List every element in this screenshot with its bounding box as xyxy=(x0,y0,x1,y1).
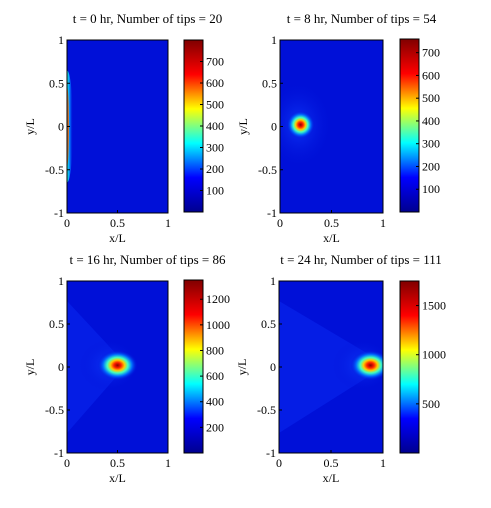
colorbar-tick-label: 200 xyxy=(422,159,440,173)
y-tick-label: -0.5 xyxy=(258,163,277,177)
y-tick-label: 1 xyxy=(58,274,64,288)
heatmap-panel-1: t = 0 hr, Number of tips = 20 1 0.5 0 -0.5 -1… xyxy=(23,11,224,245)
colorbar-tick-label: 200 xyxy=(206,162,224,176)
colorbar-tick-label: 500 xyxy=(422,397,440,411)
y-tick-label: 1 xyxy=(58,33,64,47)
y-tick-label: -1 xyxy=(267,206,277,220)
y-tick-label: 0 xyxy=(58,360,64,374)
y-tick-label: -0.5 xyxy=(45,403,64,417)
intensity-field xyxy=(280,80,333,169)
colorbar-tick-label: 700 xyxy=(422,46,440,60)
colorbar-tick-label: 600 xyxy=(206,369,224,383)
y-tick-label: 1 xyxy=(270,274,276,288)
x-tick-label: 1 xyxy=(165,456,171,470)
y-tick-label: 0 xyxy=(270,360,276,374)
y-axis-label: y/L xyxy=(235,359,249,376)
intensity-field xyxy=(67,301,140,433)
colorbar xyxy=(183,279,204,454)
x-tick-label: 1 xyxy=(380,456,386,470)
intensity-field xyxy=(279,301,383,433)
colorbar-tick-label: 200 xyxy=(206,420,224,434)
chart-title: t = 0 hr, Number of tips = 20 xyxy=(73,11,223,26)
x-axis-label: x/L xyxy=(323,471,340,485)
colorbar-tick-label: 400 xyxy=(206,395,224,409)
y-tick-label: -0.5 xyxy=(45,163,64,177)
y-tick-label: 0 xyxy=(58,120,64,134)
x-tick-label: 1 xyxy=(165,216,171,230)
colorbar-tick-label: 1000 xyxy=(422,348,446,362)
x-tick-label: 0.5 xyxy=(324,216,339,230)
x-tick-label: 0 xyxy=(64,216,70,230)
colorbar-tick-label: 100 xyxy=(422,182,440,196)
colorbar-tick-label: 1500 xyxy=(422,299,446,313)
colorbar-tick-label: 600 xyxy=(422,68,440,82)
x-tick-label: 0.5 xyxy=(110,216,125,230)
y-tick-label: 0.5 xyxy=(49,76,64,90)
x-tick-label: 0.5 xyxy=(110,456,125,470)
heatmap-panel-3: t = 16 hr, Number of tips = 86 1 0.5 0 -0.5 -… xyxy=(23,252,230,485)
colorbar-tick-label: 800 xyxy=(206,343,224,357)
y-tick-label: -1 xyxy=(266,446,276,460)
colorbar-tick-label: 400 xyxy=(206,119,224,133)
heatmap-panel-2: t = 8 hr, Number of tips = 54 1 0.5 0 -0.5 -1… xyxy=(236,11,440,245)
colorbar-tick-label: 600 xyxy=(206,76,224,90)
y-axis-label: y/L xyxy=(23,359,37,376)
colorbar-tick-label: 500 xyxy=(206,98,224,112)
x-tick-label: 0 xyxy=(64,456,70,470)
density-peak xyxy=(350,350,383,381)
y-axis-label: y/L xyxy=(23,118,37,135)
x-axis-label: x/L xyxy=(323,231,340,245)
x-tick-label: 1 xyxy=(380,216,386,230)
colorbar-tick-label: 400 xyxy=(422,114,440,128)
y-tick-label: 1 xyxy=(271,33,277,47)
density-peak xyxy=(97,350,138,381)
x-tick-label: 0 xyxy=(276,456,282,470)
y-tick-label: 0.5 xyxy=(262,76,277,90)
x-axis-label: x/L xyxy=(109,471,126,485)
colorbar xyxy=(399,280,420,454)
y-tick-label: 0.5 xyxy=(49,317,64,331)
y-tick-label: -1 xyxy=(54,446,64,460)
y-axis-label: y/L xyxy=(236,118,250,135)
colorbar-tick-label: 500 xyxy=(422,91,440,105)
density-trail xyxy=(279,301,371,433)
density-peak xyxy=(286,110,315,139)
x-tick-label: 0.5 xyxy=(324,456,339,470)
colorbar-tick-label: 1000 xyxy=(206,318,230,332)
y-tick-label: 0.5 xyxy=(261,317,276,331)
chart-title: t = 24 hr, Number of tips = 111 xyxy=(280,252,442,267)
colorbar-tick-label: 1200 xyxy=(206,292,230,306)
heatmap-panel-4: t = 24 hr, Number of tips = 111 1 0.5 0 -0.5… xyxy=(235,252,446,485)
plot-area xyxy=(67,40,168,213)
x-tick-label: 0 xyxy=(277,216,283,230)
chart-title: t = 8 hr, Number of tips = 54 xyxy=(287,11,437,26)
y-tick-label: 0 xyxy=(271,120,277,134)
colorbar-tick-label: 300 xyxy=(422,137,440,151)
colorbar xyxy=(399,38,420,213)
y-tick-label: -1 xyxy=(54,206,64,220)
y-tick-label: -0.5 xyxy=(257,403,276,417)
colorbar-tick-label: 100 xyxy=(206,184,224,198)
colorbar-tick-label: 700 xyxy=(206,55,224,69)
chart-title: t = 16 hr, Number of tips = 86 xyxy=(69,252,226,267)
x-axis-label: x/L xyxy=(109,231,126,245)
colorbar-tick-label: 300 xyxy=(206,141,224,155)
